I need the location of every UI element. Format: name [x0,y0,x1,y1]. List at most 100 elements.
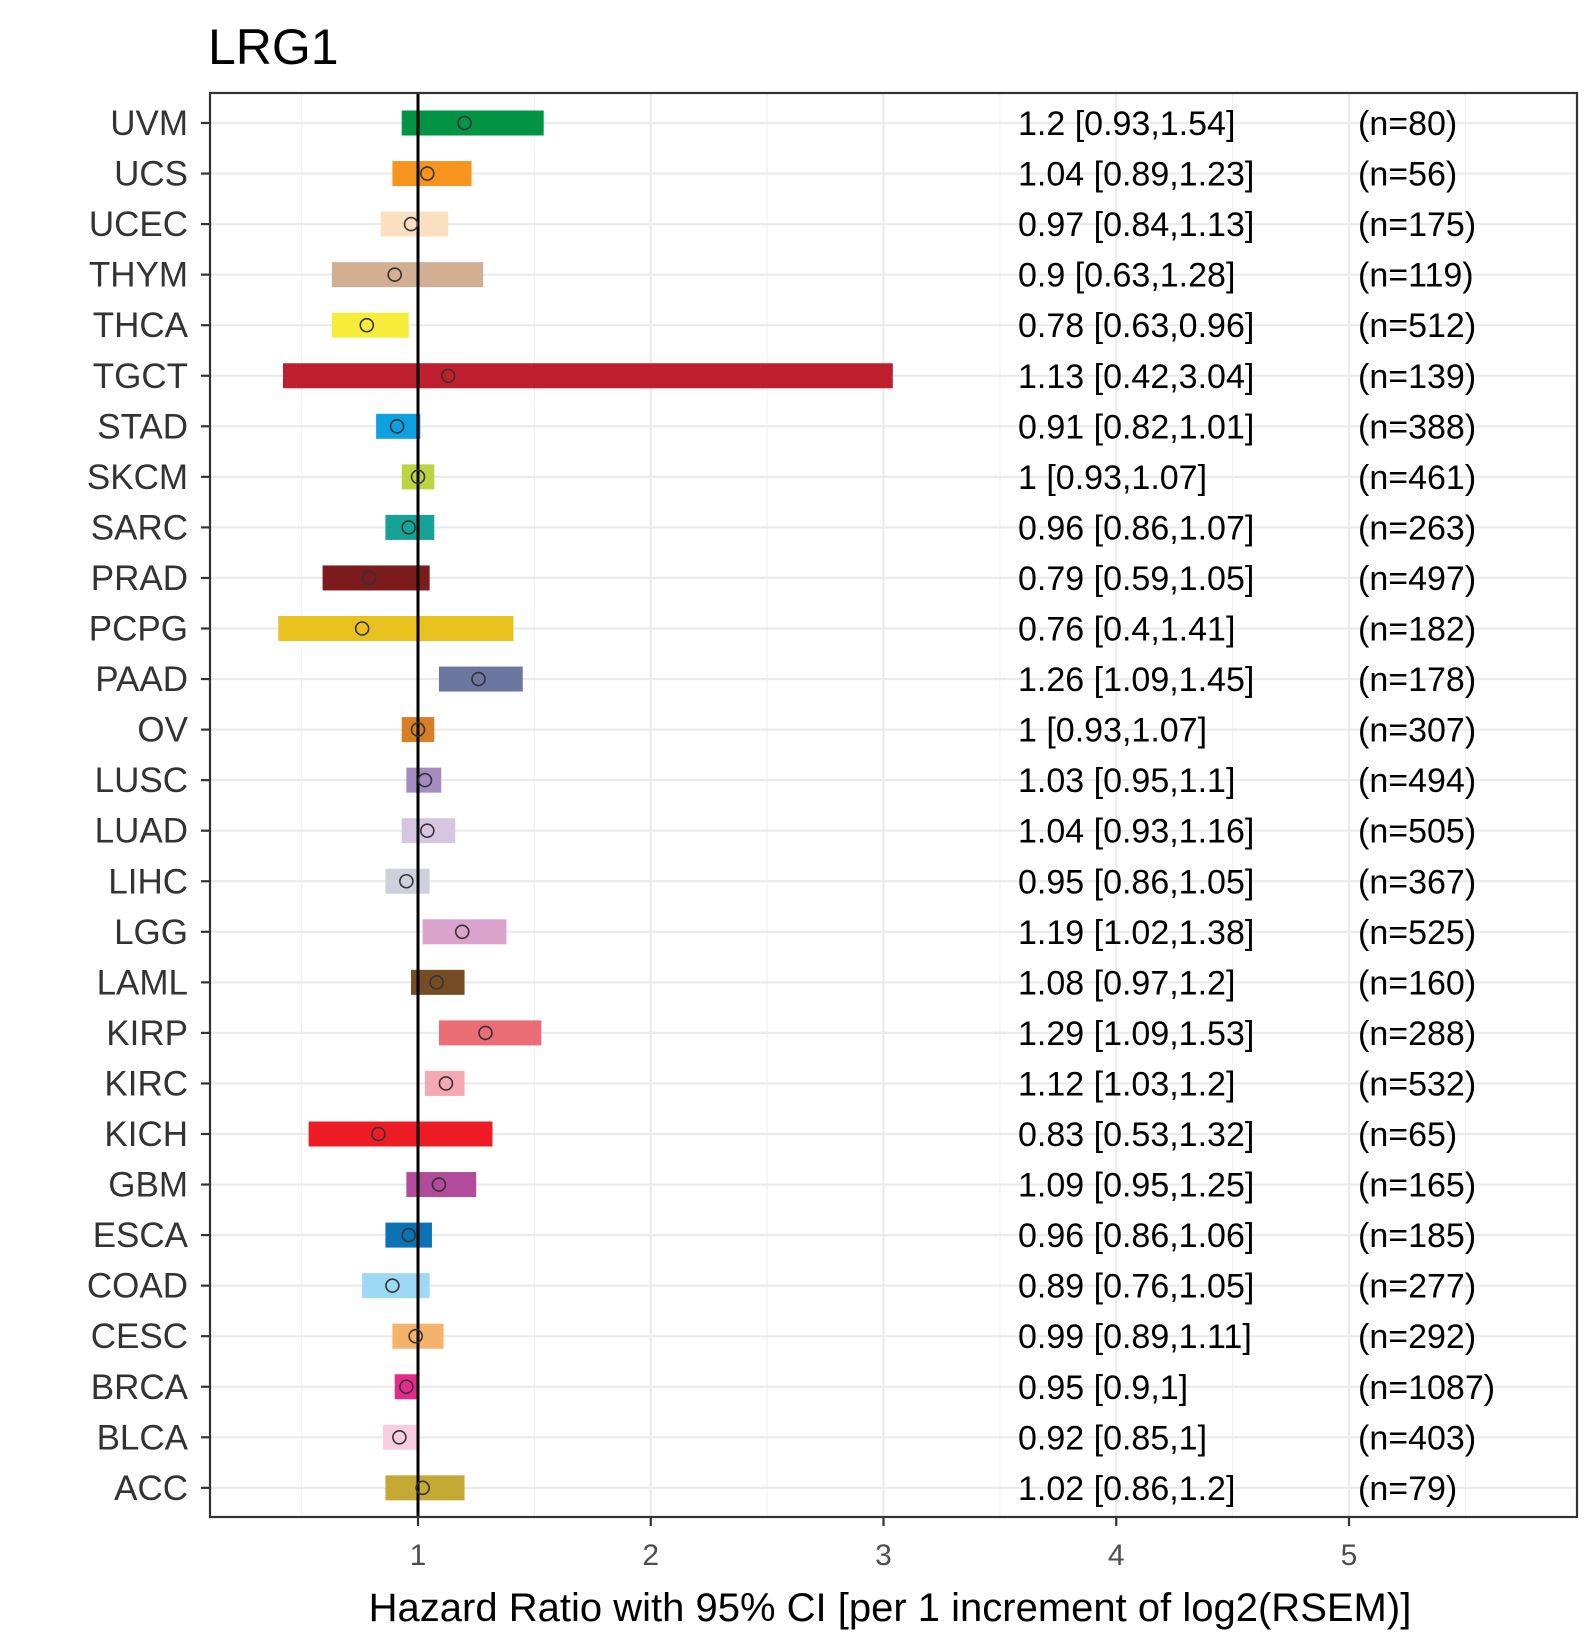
y-tick-label-ucs: UCS [114,155,188,194]
n-text-tgct: (n=139) [1358,358,1476,396]
ci-text-kich: 0.83 [0.53,1.32] [1018,1116,1254,1154]
x-tick-label: 2 [642,1539,659,1572]
n-text-ucec: (n=175) [1358,206,1476,244]
ci-bar-pcpg [278,616,514,641]
n-text-thca: (n=512) [1358,307,1476,345]
hr-point-ov [410,722,426,737]
hr-point-thym [387,267,403,282]
n-text-ucs: (n=56) [1358,156,1457,194]
n-text-lihc: (n=367) [1358,863,1476,901]
ci-bar-tgct [283,363,893,389]
n-text-paad: (n=178) [1358,661,1476,699]
hr-point-uvm [457,115,472,131]
ci-bar-thym [331,262,484,288]
y-tick-label-ov: OV [137,711,188,750]
hr-point-skcm [410,469,426,485]
ci-text-thca: 0.78 [0.63,0.96] [1018,307,1254,345]
ci-bar-uvm [401,110,544,136]
ci-text-esca: 0.96 [0.86,1.06] [1018,1217,1254,1255]
n-text-lusc: (n=494) [1358,762,1476,800]
ci-text-cesc: 0.99 [0.89,1.11] [1018,1318,1252,1356]
ci-text-luad: 1.04 [0.93,1.16] [1018,813,1254,851]
ci-text-skcm: 1 [0.93,1.07] [1018,459,1207,497]
y-tick-label-kirc: KIRC [104,1064,188,1103]
ci-bar-lihc [385,868,430,894]
hr-point-thca [359,317,375,333]
hr-point-esca [401,1227,416,1243]
ci-text-lgg: 1.19 [1.02,1.38] [1018,914,1254,952]
x-axis-label: Hazard Ratio with 95% CI [per 1 incremen… [369,1586,1412,1630]
ci-bar-kich [308,1121,493,1147]
y-tick-label-sarc: SARC [91,508,188,547]
y-tick-label-laml: LAML [97,963,188,1002]
n-text-gbm: (n=165) [1358,1167,1476,1205]
hr-point-gbm [431,1177,447,1192]
n-text-prad: (n=497) [1358,560,1476,598]
ci-text-kirp: 1.29 [1.09,1.53] [1018,1015,1254,1053]
n-text-pcpg: (n=182) [1358,611,1476,649]
ci-bars [278,110,893,1501]
gridlines [210,93,1577,1517]
hr-point-lihc [399,873,414,889]
ci-text-ucs: 1.04 [0.89,1.23] [1018,156,1254,194]
y-tick-label-uvm: UVM [110,104,188,143]
y-tick-label-blca: BLCA [97,1418,189,1457]
ci-text-coad: 0.89 [0.76,1.05] [1018,1268,1254,1306]
hr-point-kich [371,1126,386,1142]
y-tick-label-thca: THCA [93,306,189,345]
ci-text-stad: 0.91 [0.82,1.01] [1018,408,1254,446]
n-text-brca: (n=1087) [1358,1369,1495,1407]
x-tick-label: 1 [410,1539,427,1572]
x-tick-label: 3 [875,1539,892,1572]
y-tick-label-brca: BRCA [91,1368,189,1407]
ci-text-brca: 0.95 [0.9,1] [1018,1369,1188,1407]
hr-point-paad [471,671,486,687]
y-axis: UVM UCS UCEC THYM THCA TGCT STAD SKCM SARC PRAD PC… [87,104,210,1508]
n-text-skcm: (n=461) [1358,459,1476,497]
ci-text-gbm: 1.09 [0.95,1.25] [1018,1167,1254,1205]
ci-bar-lgg [422,919,507,945]
n-text-blca: (n=403) [1358,1419,1476,1457]
hr-points [354,115,493,1496]
n-text-uvm: (n=80) [1358,105,1457,143]
hr-point-luad [420,823,435,839]
y-tick-label-paad: PAAD [95,660,188,699]
hr-point-coad [385,1278,400,1293]
n-text-stad: (n=388) [1358,408,1476,446]
n-text-luad: (n=505) [1358,813,1476,851]
n-text-thym: (n=119) [1358,257,1474,295]
hr-point-prad [361,570,377,586]
ci-text-uvm: 1.2 [0.93,1.54] [1018,105,1235,143]
hr-point-lusc [417,772,433,788]
ci-text-laml: 1.08 [0.97,1.2] [1018,964,1235,1002]
n-text-esca: (n=185) [1358,1217,1476,1255]
ci-bar-paad [438,666,523,692]
ci-text-prad: 0.79 [0.59,1.05] [1018,560,1254,598]
ci-bar-brca [394,1374,418,1400]
ci-bar-luad [401,818,456,844]
ci-bar-ucec [380,211,449,237]
y-tick-label-pcpg: PCPG [89,610,188,649]
y-tick-label-esca: ESCA [93,1216,189,1255]
ci-bar-ucs [392,161,472,187]
ci-text-blca: 0.92 [0.85,1] [1018,1419,1207,1457]
ci-text-acc: 1.02 [0.86,1.2] [1018,1470,1235,1508]
y-tick-label-ucec: UCEC [89,205,188,244]
ci-text-pcpg: 0.76 [0.4,1.41] [1018,611,1235,649]
x-axis: 1 2 3 4 5 [410,1517,1357,1572]
y-tick-label-skcm: SKCM [87,458,188,497]
y-tick-label-kich: KICH [104,1115,188,1154]
ci-text-ov: 1 [0.93,1.07] [1018,712,1207,750]
n-text-kirp: (n=288) [1358,1015,1476,1053]
y-tick-label-prad: PRAD [91,559,188,598]
ci-bar-kirp [438,1020,542,1046]
hr-point-ucs [420,166,435,181]
ci-text-lihc: 0.95 [0.86,1.05] [1018,863,1254,901]
ci-bar-stad [376,413,421,439]
panel-border [208,91,1579,1519]
y-tick-label-lusc: LUSC [95,761,188,800]
y-tick-label-lihc: LIHC [108,862,188,901]
n-text-kich: (n=65) [1358,1116,1457,1154]
panel-border-group [208,91,1579,1519]
